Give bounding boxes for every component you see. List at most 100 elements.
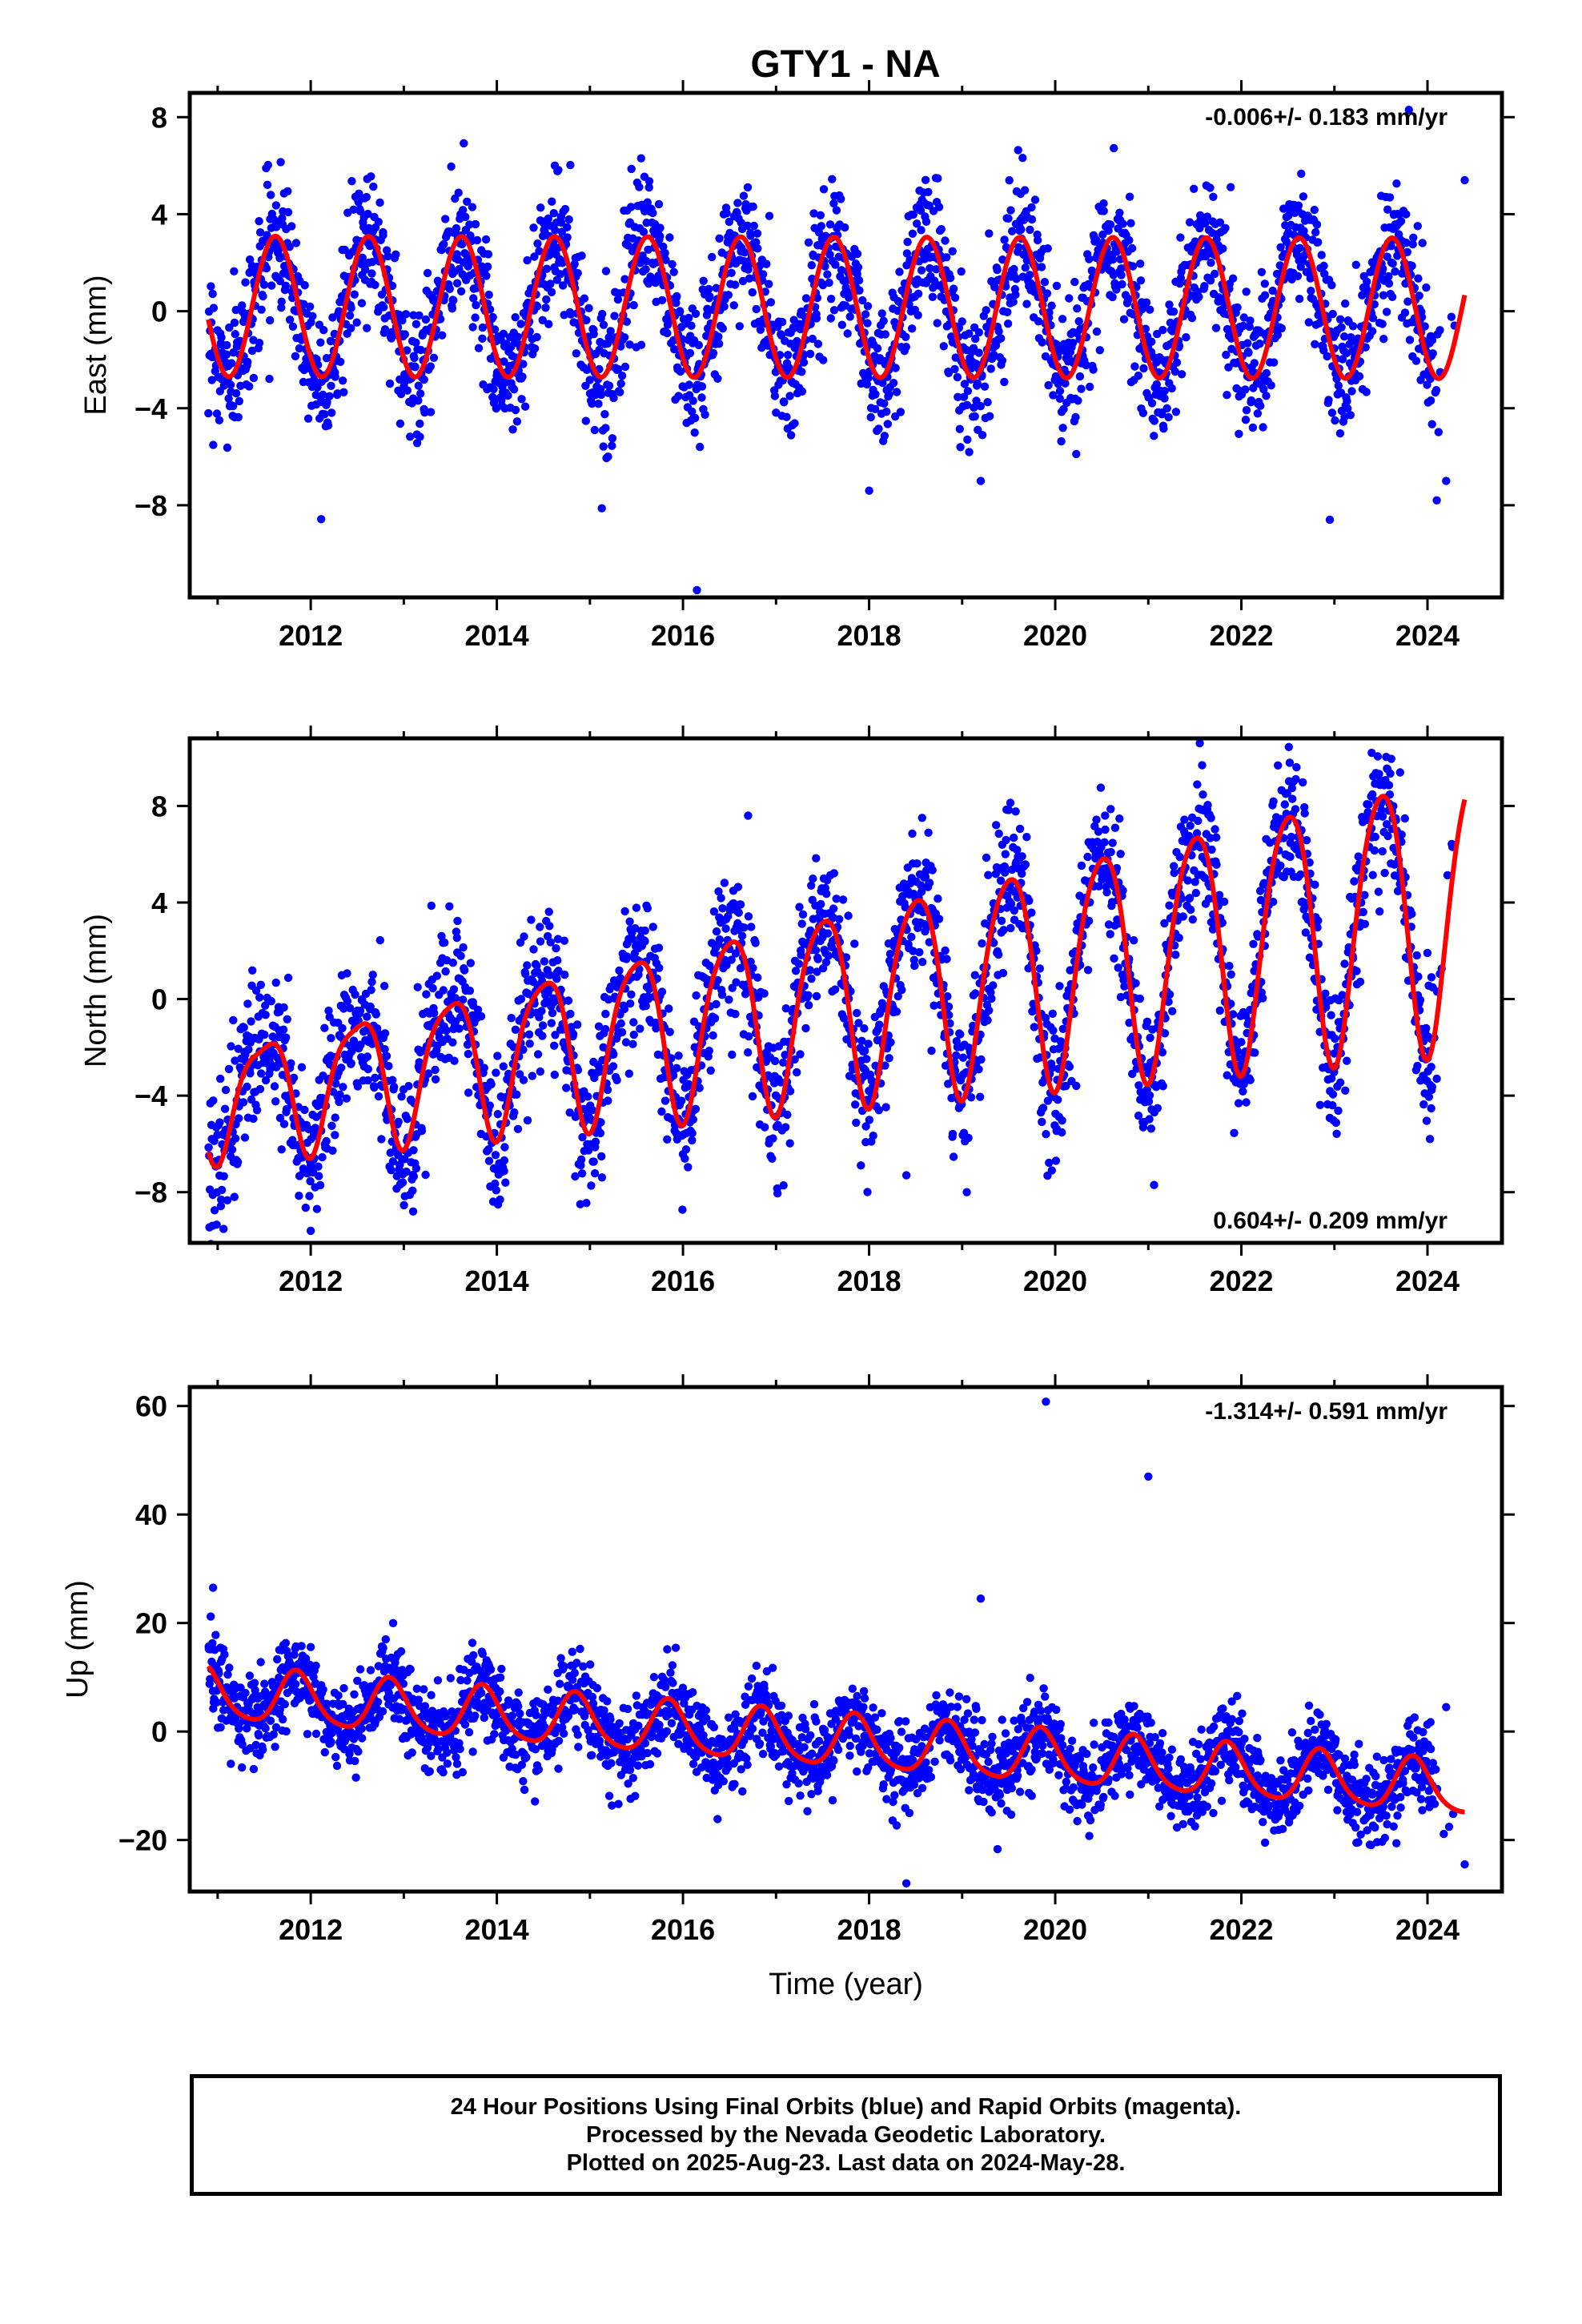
- north-point: [1225, 962, 1234, 971]
- north-point: [463, 1040, 472, 1049]
- east-point: [669, 267, 678, 276]
- north-point: [1130, 936, 1138, 945]
- east-point: [1405, 336, 1415, 344]
- north-point: [265, 1058, 275, 1067]
- east-point: [558, 281, 568, 290]
- north-point: [1203, 801, 1212, 810]
- north-point: [971, 989, 980, 998]
- east-point: [1211, 269, 1219, 279]
- east-point: [752, 304, 761, 314]
- north-point: [315, 1172, 323, 1180]
- east-point: [400, 330, 409, 339]
- east-outlier-point: [1404, 106, 1414, 115]
- north-point: [1212, 860, 1221, 869]
- east-point: [713, 374, 722, 383]
- north-point: [689, 1115, 697, 1124]
- north-point: [343, 997, 352, 1006]
- east-point: [582, 316, 591, 324]
- east-point: [978, 431, 987, 440]
- north-point: [493, 1051, 502, 1060]
- north-point: [643, 904, 652, 913]
- north-point: [374, 1092, 383, 1101]
- east-point: [1411, 356, 1421, 365]
- east-point: [877, 309, 886, 318]
- east-point: [825, 220, 835, 229]
- north-point: [1219, 897, 1229, 907]
- east-point: [204, 408, 213, 418]
- east-point: [805, 349, 815, 359]
- north-point: [1084, 916, 1094, 926]
- north-point: [1010, 906, 1019, 915]
- north-point: [431, 1065, 440, 1075]
- north-point: [1038, 1104, 1048, 1112]
- east-point: [523, 255, 532, 265]
- east-point: [1043, 244, 1052, 253]
- east-point: [861, 310, 870, 319]
- north-point: [897, 985, 906, 995]
- east-point: [812, 314, 821, 323]
- east-point: [478, 323, 487, 332]
- north-point: [450, 1056, 459, 1065]
- east-point: [1314, 238, 1323, 247]
- north-point: [1047, 1166, 1057, 1175]
- east-point: [689, 396, 697, 405]
- east-point: [685, 348, 695, 358]
- east-point: [674, 392, 683, 400]
- north-point: [271, 1097, 280, 1106]
- east-point: [1224, 363, 1233, 372]
- north-point: [930, 1001, 938, 1010]
- east-point: [921, 217, 931, 226]
- east-point: [478, 334, 487, 343]
- east-point: [1262, 392, 1271, 400]
- east-point: [954, 392, 962, 401]
- east-point: [1200, 282, 1209, 291]
- north-point: [885, 950, 895, 959]
- east-point: [1065, 294, 1074, 303]
- east-point: [917, 266, 926, 275]
- east-point: [1061, 379, 1070, 388]
- east-point: [415, 311, 424, 320]
- north-point: [1160, 919, 1169, 928]
- east-point: [416, 419, 424, 428]
- north-point: [589, 1157, 598, 1166]
- east-point: [1054, 380, 1063, 388]
- east-point: [590, 425, 599, 435]
- east-point: [893, 306, 902, 316]
- east-point: [230, 267, 239, 275]
- north-point: [691, 1104, 701, 1114]
- east-point: [797, 368, 806, 376]
- east-point: [1139, 364, 1148, 373]
- north-point: [665, 1004, 673, 1013]
- east-point: [357, 299, 367, 308]
- north-point: [492, 1186, 500, 1195]
- east-point: [1343, 396, 1351, 406]
- north-point: [1150, 1180, 1158, 1189]
- east-point: [1058, 424, 1067, 432]
- east-point: [597, 504, 606, 513]
- east-point: [465, 220, 474, 229]
- north-point: [282, 1033, 291, 1042]
- north-point: [573, 1020, 582, 1029]
- east-point: [1246, 316, 1255, 325]
- east-point: [1171, 408, 1181, 416]
- east-point: [472, 300, 480, 310]
- north-point: [1242, 1098, 1251, 1107]
- north-point: [617, 1027, 627, 1037]
- north-point: [427, 901, 436, 911]
- east-point: [1385, 193, 1395, 202]
- east-point: [259, 280, 269, 289]
- east-point: [1422, 283, 1431, 292]
- north-point: [626, 999, 635, 1008]
- north-point: [243, 1082, 251, 1092]
- east-point: [616, 342, 625, 351]
- east-point: [488, 312, 497, 322]
- north-point: [1062, 1081, 1070, 1091]
- north-point: [339, 1004, 348, 1013]
- east-point: [511, 405, 520, 415]
- east-point: [1071, 412, 1080, 422]
- north-point: [1269, 897, 1278, 907]
- east-point: [267, 191, 275, 199]
- north-point: [343, 969, 351, 978]
- east-point: [1391, 267, 1399, 276]
- east-point: [1383, 205, 1392, 214]
